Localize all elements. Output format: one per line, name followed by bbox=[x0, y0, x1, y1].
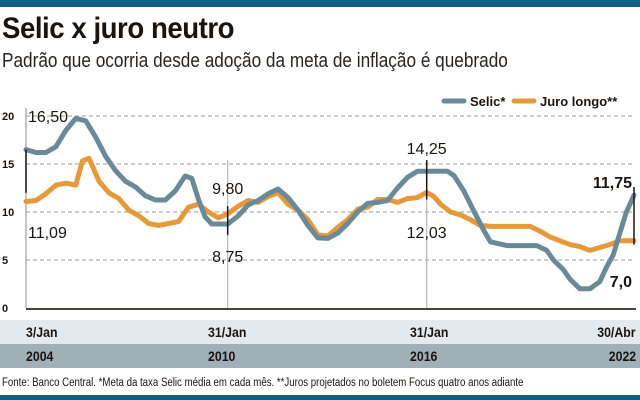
data-label: 7,0 bbox=[610, 274, 632, 291]
legend-juro-longo-label: Juro longo** bbox=[540, 94, 618, 109]
top-brand-bar bbox=[0, 0, 640, 7]
x-axis-date-band bbox=[0, 320, 640, 344]
data-label: 9,80 bbox=[212, 181, 243, 198]
chart-title: Selic x juro neutro bbox=[2, 12, 235, 45]
data-label: 8,75 bbox=[212, 249, 243, 266]
line-chart: 0 5 10 15 20 16,50 11,09 9,80 8,75 14,25 12,03 11,7… bbox=[2, 94, 637, 315]
y-tick-label: 15 bbox=[2, 159, 14, 171]
source-footnote: Fonte: Banco Central. *Meta da taxa Seli… bbox=[2, 377, 524, 389]
data-label: 11,75 bbox=[593, 175, 632, 192]
y-tick-label: 0 bbox=[2, 303, 8, 315]
y-tick-label: 20 bbox=[2, 111, 14, 123]
bottom-brand-bar bbox=[0, 395, 640, 400]
x-tick-date: 31/Jan bbox=[208, 324, 247, 340]
data-label: 16,50 bbox=[28, 109, 68, 126]
y-tick-label: 10 bbox=[2, 207, 14, 219]
data-label: 12,03 bbox=[407, 225, 447, 242]
x-tick-date: 3/Jan bbox=[26, 324, 58, 340]
y-tick-label: 5 bbox=[2, 255, 8, 267]
x-tick-year: 2022 bbox=[608, 348, 636, 364]
chart-subtitle: Padrão que ocorria desde adoção da meta … bbox=[2, 50, 508, 72]
x-tick-date: 30/Abr bbox=[597, 324, 636, 340]
x-tick-year: 2010 bbox=[208, 348, 236, 364]
x-tick-year: 2004 bbox=[26, 348, 54, 364]
data-label: 14,25 bbox=[407, 141, 447, 158]
x-tick-date: 31/Jan bbox=[410, 324, 449, 340]
selic-line bbox=[23, 115, 637, 292]
legend-selic-label: Selic* bbox=[470, 94, 506, 109]
data-label: 11,09 bbox=[28, 225, 67, 242]
x-axis-year-band bbox=[0, 344, 640, 368]
x-tick-year: 2016 bbox=[410, 348, 438, 364]
